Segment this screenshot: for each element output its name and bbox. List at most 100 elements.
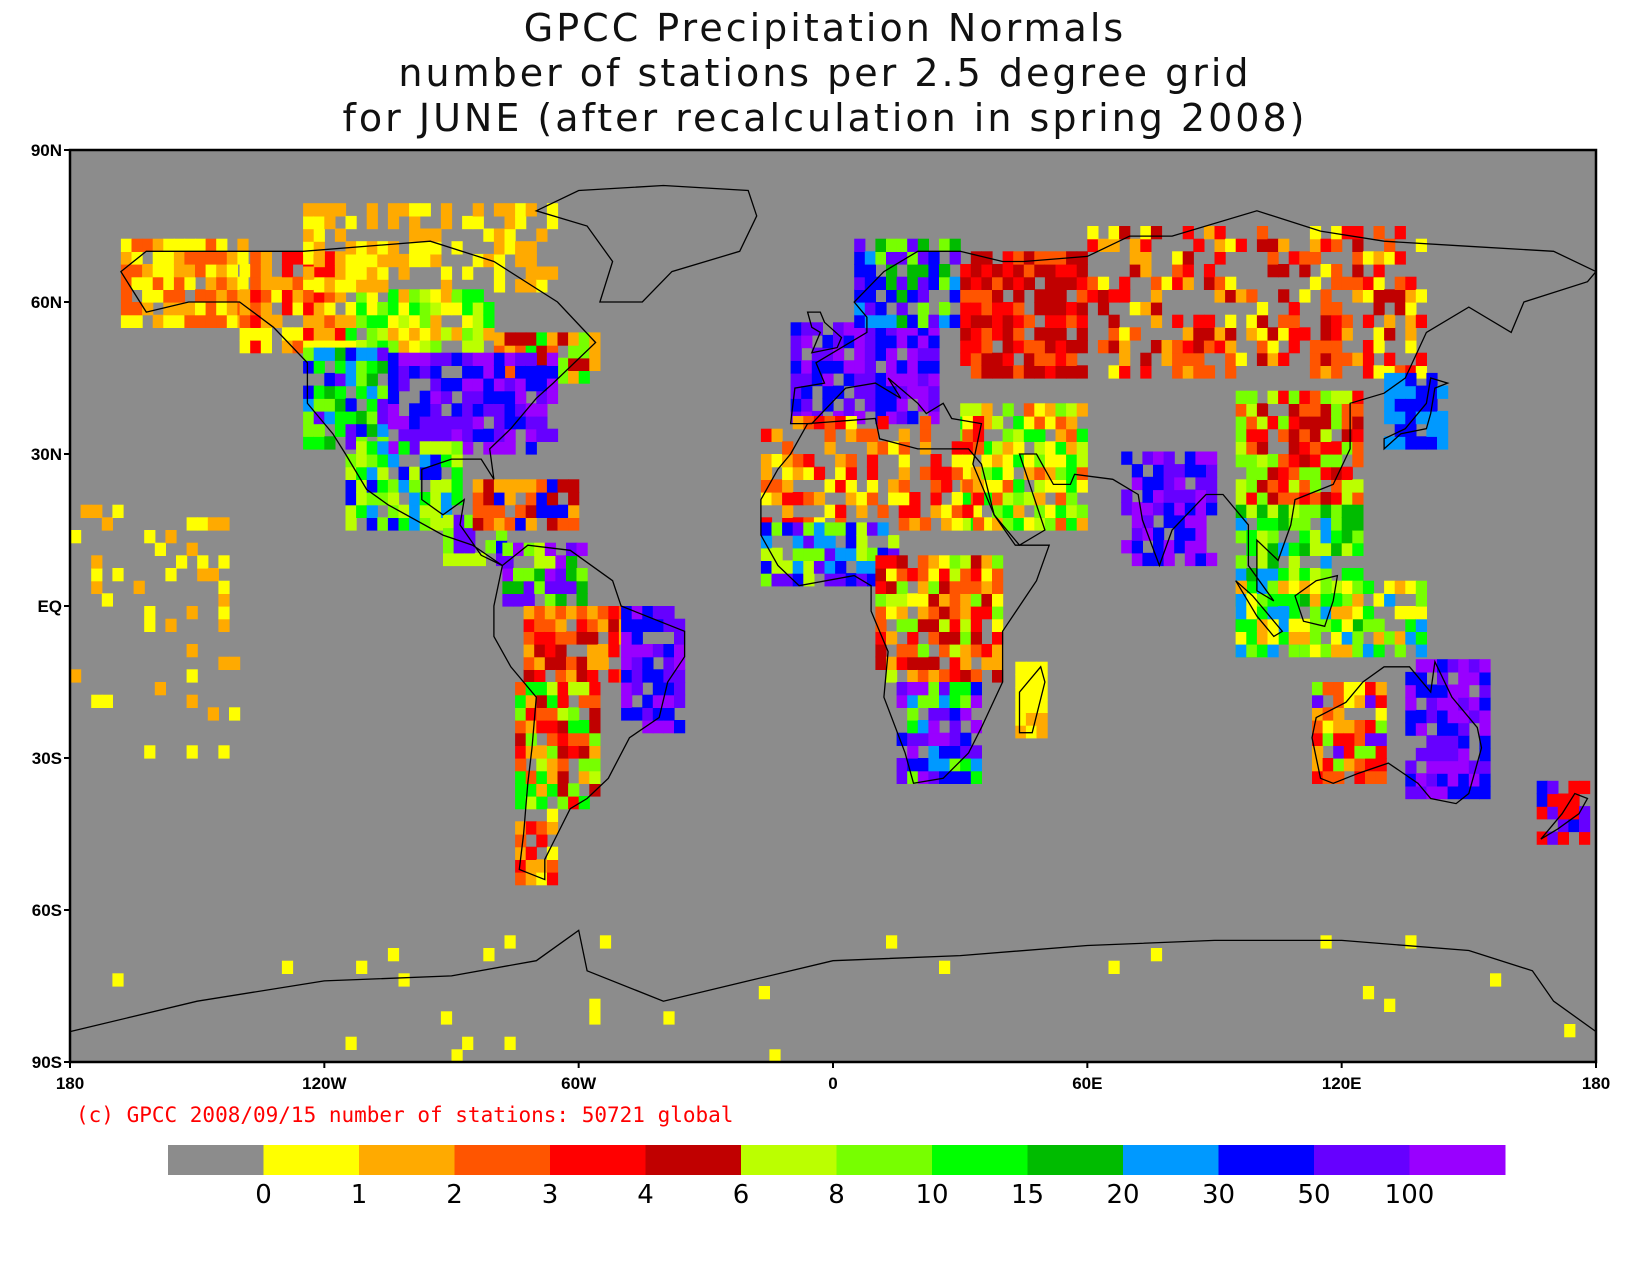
grid-cell: [536, 783, 548, 797]
grid-cell: [1341, 530, 1353, 544]
grid-cell: [1362, 340, 1375, 354]
grid-cell: [544, 631, 556, 645]
grid-cell: [960, 593, 972, 607]
grid-cell: [1172, 365, 1184, 379]
grid-cell: [1214, 276, 1226, 290]
coastline-outlines: [69, 184, 1598, 1033]
grid-cell: [1426, 385, 1438, 399]
grid-cell: [866, 466, 879, 480]
grid-cell: [1163, 552, 1175, 567]
grid-cell: [1405, 785, 1417, 800]
grid-cell: [430, 302, 442, 316]
grid-cell: [1235, 517, 1247, 531]
grid-cell: [898, 479, 910, 493]
grid-cell: [917, 606, 929, 620]
grid-cell: [1415, 385, 1427, 399]
grid-cell: [801, 360, 813, 374]
grid-cell: [1108, 314, 1120, 328]
grid-cell: [792, 573, 804, 587]
grid-cell: [546, 694, 559, 708]
grid-cell: [313, 398, 325, 412]
grid-cell: [472, 215, 484, 230]
grid-cell: [1119, 352, 1131, 366]
grid-cell: [1055, 276, 1067, 290]
grid-cell: [1066, 365, 1078, 379]
grid-cell: [523, 542, 535, 556]
grid-cell: [1131, 552, 1143, 567]
grid-cell: [907, 758, 919, 772]
grid-cell: [1384, 314, 1396, 328]
grid-cell: [960, 631, 972, 645]
grid-cell: [515, 732, 527, 746]
region-alaska: [120, 238, 249, 328]
grid-cell: [366, 398, 378, 412]
grid-cell: [131, 276, 143, 290]
grid-cell: [1352, 618, 1364, 632]
grid-cell: [589, 770, 601, 784]
grid-cell: [949, 682, 961, 696]
grid-cell: [1044, 289, 1057, 303]
grid-cell: [621, 606, 633, 620]
grid-cell: [886, 276, 898, 290]
grid-cell: [803, 492, 815, 506]
grid-cell: [589, 758, 601, 772]
grid-cell: [1373, 593, 1385, 607]
grid-cell: [642, 720, 654, 734]
legend-swatch: [359, 1145, 455, 1175]
grid-cell: [483, 365, 495, 379]
grid-cell: [896, 732, 908, 746]
grid-cell: [483, 428, 495, 442]
grid-cell: [1557, 793, 1569, 807]
grid-cell: [250, 289, 262, 303]
grid-cell: [377, 314, 389, 328]
grid-cell: [864, 276, 876, 290]
grid-cell: [112, 973, 124, 987]
grid-cell: [440, 266, 453, 280]
grid-cell: [1235, 618, 1247, 632]
region-west-africa: [760, 522, 900, 587]
grid-cell: [430, 228, 442, 242]
grid-cell: [1163, 502, 1175, 516]
grid-cell: [1426, 423, 1438, 437]
grid-cell: [1362, 580, 1375, 594]
grid-cell: [356, 410, 368, 425]
grid-cell: [536, 834, 548, 848]
region-western-canada: [239, 251, 347, 354]
grid-cell: [493, 441, 506, 455]
lon-tick-label: 180: [56, 1074, 84, 1093]
grid-cell: [493, 378, 506, 392]
grid-cell: [1447, 785, 1459, 800]
grid-cell: [1184, 502, 1196, 516]
grid-cell: [824, 535, 836, 549]
grid-cell: [1405, 722, 1417, 736]
grid-cell: [886, 334, 898, 349]
grid-cell: [218, 606, 230, 620]
grid-cell: [587, 669, 599, 683]
grid-cell: [101, 694, 113, 708]
grid-cell: [939, 745, 951, 759]
grid-cell: [1225, 289, 1237, 303]
grid-cell: [205, 314, 217, 328]
grid-cell: [907, 682, 919, 696]
grid-cell: [1479, 735, 1491, 749]
grid-cell: [1076, 264, 1088, 278]
grid-cell: [430, 253, 442, 268]
grid-cell: [462, 302, 474, 316]
grid-cell: [1002, 327, 1014, 341]
grid-cell: [1184, 527, 1196, 541]
grid-cell: [941, 504, 953, 518]
grid-cell: [271, 289, 283, 303]
grid-cell: [356, 492, 368, 506]
grid-cell: [1174, 502, 1186, 516]
grid-cell: [845, 416, 857, 430]
grid-cell: [536, 745, 548, 759]
grid-cell: [886, 360, 898, 374]
grid-cell: [1299, 593, 1311, 607]
grid-cell: [1246, 454, 1258, 468]
grid-cell: [1044, 314, 1057, 328]
grid-cell: [377, 279, 389, 293]
grid-cell: [845, 466, 857, 480]
grid-cell: [557, 796, 569, 810]
grid-cell: [835, 416, 847, 430]
grid-cell: [1352, 428, 1364, 442]
